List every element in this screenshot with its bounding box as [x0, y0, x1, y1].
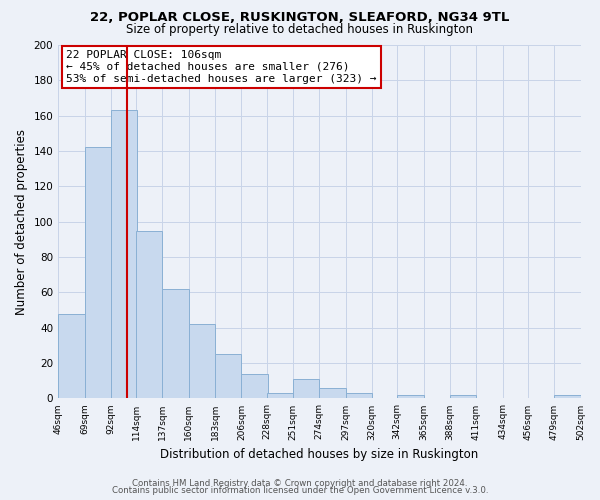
Bar [397, 395, 424, 398]
Bar [136, 230, 163, 398]
X-axis label: Distribution of detached houses by size in Ruskington: Distribution of detached houses by size … [160, 448, 478, 461]
Text: Contains HM Land Registry data © Crown copyright and database right 2024.: Contains HM Land Registry data © Crown c… [132, 479, 468, 488]
Bar [215, 354, 241, 399]
Bar [554, 395, 581, 398]
Bar [241, 374, 268, 398]
Bar [85, 148, 111, 398]
Bar [346, 393, 372, 398]
Bar [58, 314, 85, 398]
Bar [450, 395, 476, 398]
Bar [266, 393, 293, 398]
Text: Contains public sector information licensed under the Open Government Licence v.: Contains public sector information licen… [112, 486, 488, 495]
Text: 22, POPLAR CLOSE, RUSKINGTON, SLEAFORD, NG34 9TL: 22, POPLAR CLOSE, RUSKINGTON, SLEAFORD, … [91, 11, 509, 24]
Bar [111, 110, 137, 399]
Text: 22 POPLAR CLOSE: 106sqm
← 45% of detached houses are smaller (276)
53% of semi-d: 22 POPLAR CLOSE: 106sqm ← 45% of detache… [66, 50, 377, 84]
Bar [189, 324, 215, 398]
Text: Size of property relative to detached houses in Ruskington: Size of property relative to detached ho… [127, 22, 473, 36]
Bar [293, 379, 319, 398]
Y-axis label: Number of detached properties: Number of detached properties [15, 128, 28, 314]
Bar [163, 289, 189, 399]
Bar [319, 388, 346, 398]
